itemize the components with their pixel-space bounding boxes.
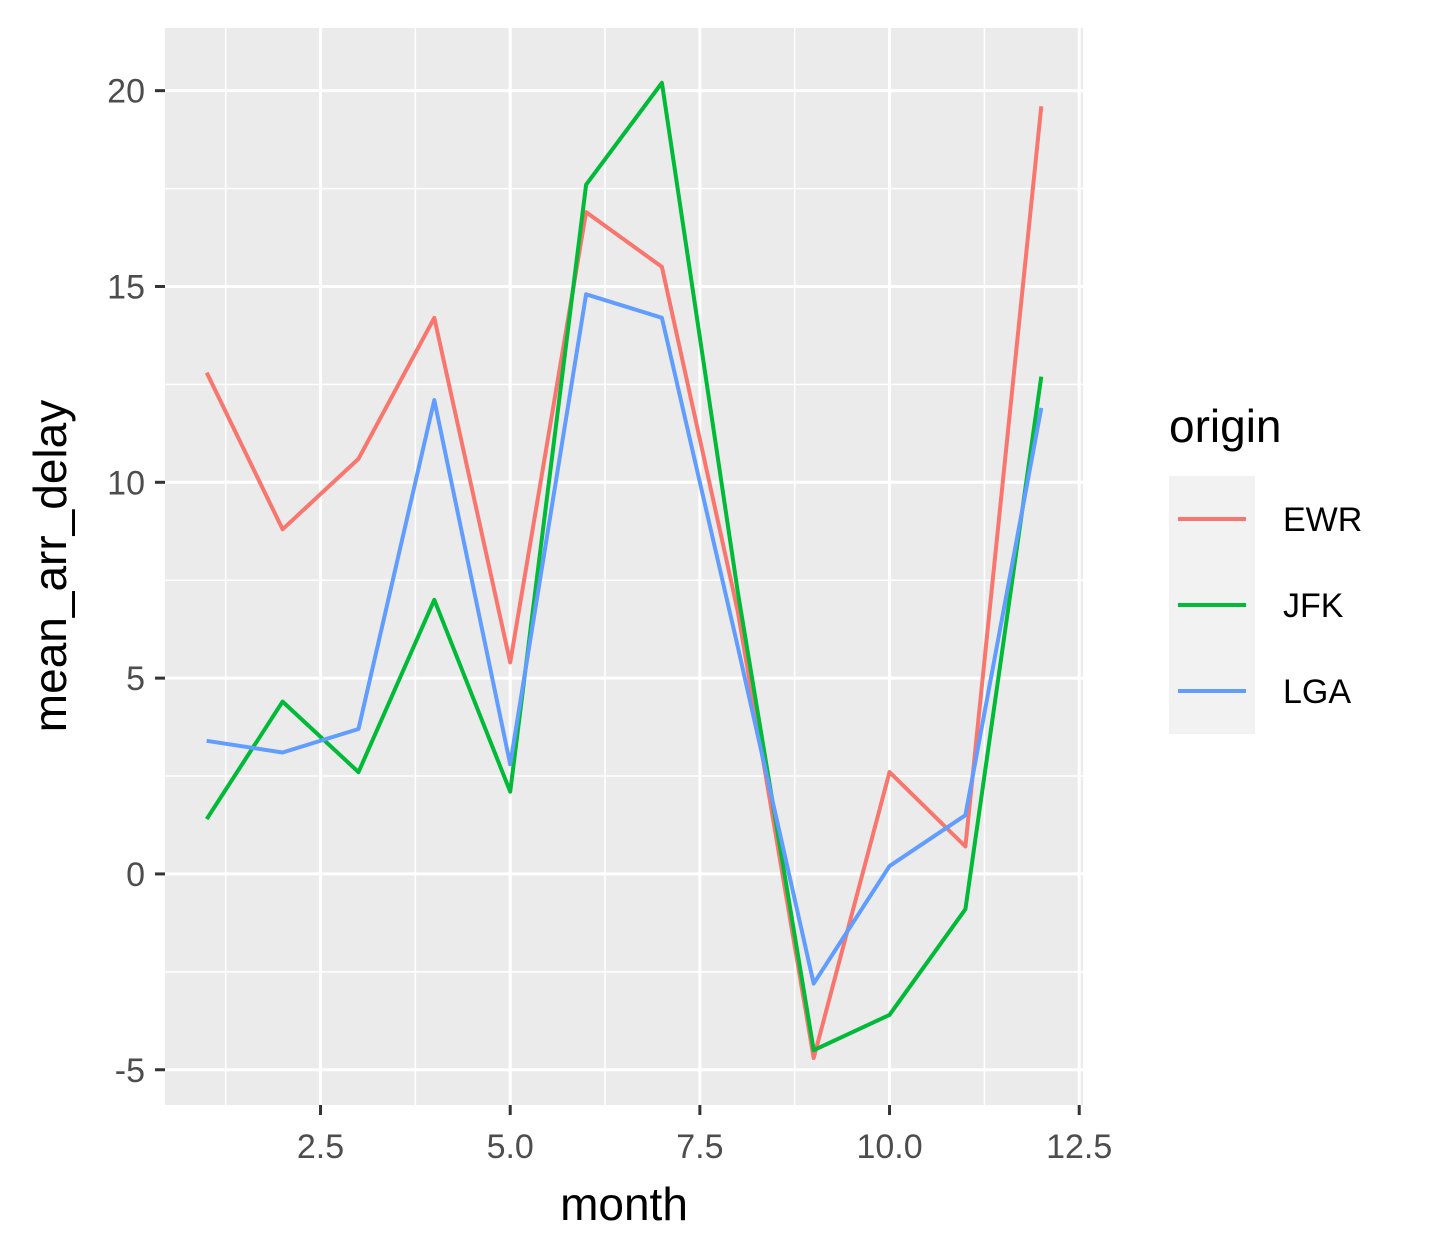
y-tick-label: 0 — [126, 856, 145, 894]
legend-label-lga: LGA — [1283, 673, 1351, 711]
major-gridlines — [165, 28, 1083, 1105]
legend-label-ewr: EWR — [1283, 501, 1362, 539]
series-line-jfk — [205, 80, 1044, 1053]
legend-title: origin — [1169, 400, 1282, 452]
x-tick-label: 2.5 — [297, 1128, 344, 1166]
legend-items: EWR JFK LGA — [1178, 501, 1362, 711]
x-tick-label: 12.5 — [1046, 1128, 1112, 1166]
plot-panel — [165, 28, 1083, 1105]
x-axis: 2.5 5.0 7.5 10.0 12.5 — [297, 1105, 1112, 1166]
series-line-lga — [206, 292, 1044, 986]
y-tick-label: 20 — [107, 73, 145, 111]
y-tick-label: 5 — [126, 660, 145, 698]
x-tick-label: 7.5 — [676, 1128, 723, 1166]
x-tick-label: 5.0 — [487, 1128, 534, 1166]
series-line-ewr — [204, 106, 1044, 1060]
legend: origin EWR JFK LGA — [1169, 400, 1362, 734]
series-lines — [204, 80, 1044, 1060]
y-tick-label: -5 — [115, 1052, 145, 1090]
x-axis-title: month — [560, 1178, 688, 1230]
minor-gridlines — [165, 28, 1083, 1105]
y-tick-label: 15 — [107, 268, 145, 306]
y-tick-label: 10 — [107, 464, 145, 502]
x-tick-label: 10.0 — [856, 1128, 922, 1166]
legend-label-jfk: JFK — [1283, 587, 1344, 625]
y-axis-title: mean_arr_delay — [24, 400, 76, 732]
y-axis: -5 0 5 10 15 20 — [107, 73, 165, 1090]
